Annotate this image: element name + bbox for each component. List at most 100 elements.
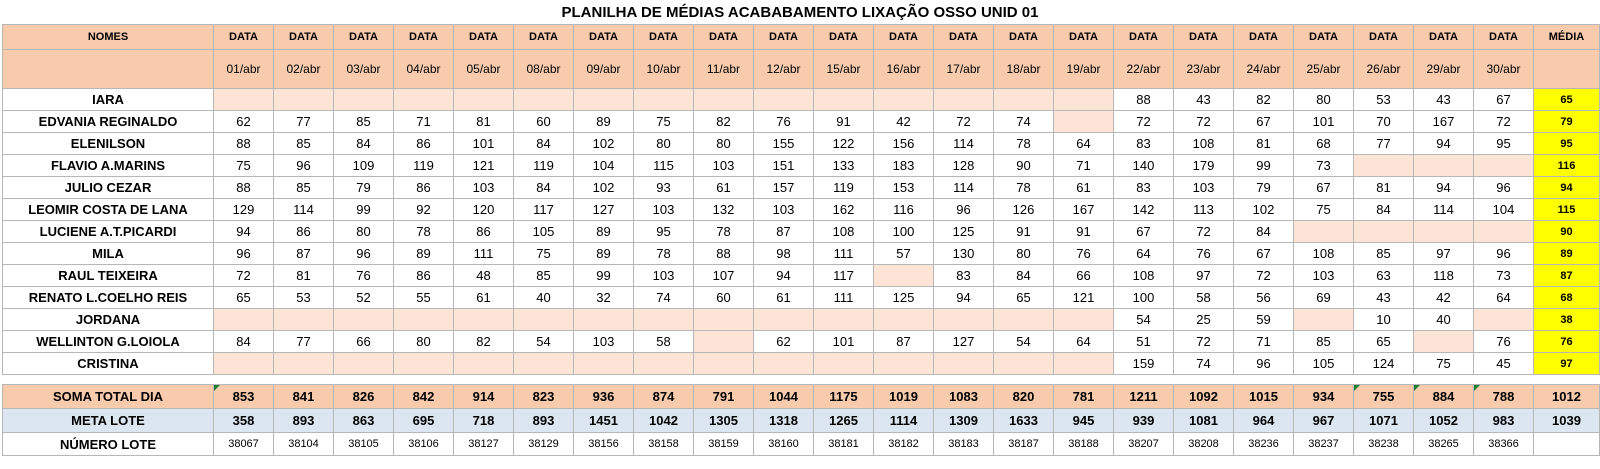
date-header[interactable]: DATA [333,24,394,50]
value-cell[interactable]: 59 [1233,308,1294,331]
value-cell[interactable]: 120 [453,198,514,221]
value-cell[interactable]: 78 [693,220,754,243]
soma-value-cell[interactable]: 936 [573,384,634,409]
value-cell[interactable]: 94 [753,264,814,287]
meta-value-cell[interactable]: 939 [1113,408,1174,433]
soma-value-cell[interactable]: 823 [513,384,574,409]
value-cell[interactable]: 78 [993,176,1054,199]
value-cell[interactable]: 88 [693,242,754,265]
value-cell[interactable]: 96 [333,242,394,265]
employee-name[interactable]: JULIO CEZAR [2,176,214,199]
value-cell[interactable]: 104 [573,154,634,177]
value-cell[interactable]: 142 [1113,198,1174,221]
value-cell[interactable]: 97 [1413,242,1474,265]
value-cell[interactable]: 119 [393,154,454,177]
value-cell[interactable]: 69 [1293,286,1354,309]
value-cell[interactable]: 81 [273,264,334,287]
value-cell[interactable]: 42 [873,110,934,133]
value-cell[interactable]: 122 [813,132,874,155]
value-cell[interactable] [333,352,394,375]
value-cell[interactable]: 74 [633,286,694,309]
value-cell[interactable]: 92 [393,198,454,221]
value-cell[interactable] [693,330,754,353]
value-cell[interactable]: 40 [1413,308,1474,331]
value-cell[interactable]: 53 [273,286,334,309]
date-cell[interactable]: 23/abr [1173,49,1234,89]
value-cell[interactable]: 116 [873,198,934,221]
value-cell[interactable]: 84 [333,132,394,155]
value-cell[interactable]: 88 [213,176,274,199]
date-header[interactable]: DATA [393,24,454,50]
average-cell[interactable]: 87 [1533,264,1600,287]
value-cell[interactable]: 72 [1173,330,1234,353]
value-cell[interactable]: 55 [393,286,454,309]
date-cell[interactable]: 02/abr [273,49,334,89]
date-header[interactable]: DATA [1353,24,1414,50]
value-cell[interactable]: 43 [1413,88,1474,111]
value-cell[interactable]: 81 [1233,132,1294,155]
date-header[interactable]: DATA [273,24,334,50]
lote-value-cell[interactable]: 38129 [513,432,574,456]
value-cell[interactable]: 157 [753,176,814,199]
value-cell[interactable]: 54 [1113,308,1174,331]
value-cell[interactable]: 94 [213,220,274,243]
meta-value-cell[interactable]: 983 [1473,408,1534,433]
value-cell[interactable] [1473,220,1534,243]
value-cell[interactable]: 76 [333,264,394,287]
soma-value-cell[interactable]: 826 [333,384,394,409]
date-header[interactable]: DATA [1233,24,1294,50]
soma-value-cell[interactable]: 853 [213,384,274,409]
soma-value-cell[interactable]: 841 [273,384,334,409]
value-cell[interactable] [693,308,754,331]
value-cell[interactable]: 132 [693,198,754,221]
value-cell[interactable] [573,308,634,331]
value-cell[interactable] [933,308,994,331]
value-cell[interactable]: 100 [1113,286,1174,309]
value-cell[interactable]: 117 [813,264,874,287]
value-cell[interactable]: 60 [693,286,754,309]
meta-value-cell[interactable]: 945 [1053,408,1114,433]
date-header[interactable]: DATA [633,24,694,50]
value-cell[interactable]: 71 [393,110,454,133]
value-cell[interactable]: 89 [573,110,634,133]
date-cell[interactable]: 17/abr [933,49,994,89]
value-cell[interactable]: 111 [813,286,874,309]
date-cell[interactable]: 09/abr [573,49,634,89]
lote-label[interactable]: NÚMERO LOTE [2,432,214,456]
employee-name[interactable]: LUCIENE A.T.PICARDI [2,220,214,243]
value-cell[interactable] [693,88,754,111]
meta-value-cell[interactable]: 1052 [1413,408,1474,433]
value-cell[interactable] [333,88,394,111]
date-cell[interactable]: 24/abr [1233,49,1294,89]
value-cell[interactable]: 62 [213,110,274,133]
value-cell[interactable]: 83 [1113,132,1174,155]
value-cell[interactable]: 43 [1173,88,1234,111]
value-cell[interactable]: 121 [453,154,514,177]
date-header[interactable]: DATA [213,24,274,50]
value-cell[interactable] [1353,154,1414,177]
soma-value-cell[interactable]: 934 [1293,384,1354,409]
soma-average-cell[interactable]: 1012 [1533,384,1600,409]
value-cell[interactable] [273,308,334,331]
date-header[interactable]: DATA [933,24,994,50]
date-cell[interactable]: 19/abr [1053,49,1114,89]
value-cell[interactable]: 85 [513,264,574,287]
soma-value-cell[interactable]: 1044 [753,384,814,409]
value-cell[interactable]: 162 [813,198,874,221]
lote-value-cell[interactable]: 38183 [933,432,994,456]
meta-value-cell[interactable]: 1071 [1353,408,1414,433]
value-cell[interactable]: 79 [333,176,394,199]
meta-value-cell[interactable]: 1305 [693,408,754,433]
header-blank-cell[interactable] [1533,49,1600,89]
soma-value-cell[interactable]: 788 [1473,384,1534,409]
value-cell[interactable]: 80 [633,132,694,155]
value-cell[interactable]: 72 [1233,264,1294,287]
value-cell[interactable]: 10 [1353,308,1414,331]
value-cell[interactable]: 61 [753,286,814,309]
value-cell[interactable]: 100 [873,220,934,243]
value-cell[interactable]: 56 [1233,286,1294,309]
value-cell[interactable]: 77 [273,330,334,353]
value-cell[interactable]: 72 [933,110,994,133]
date-cell[interactable]: 03/abr [333,49,394,89]
meta-value-cell[interactable]: 718 [453,408,514,433]
